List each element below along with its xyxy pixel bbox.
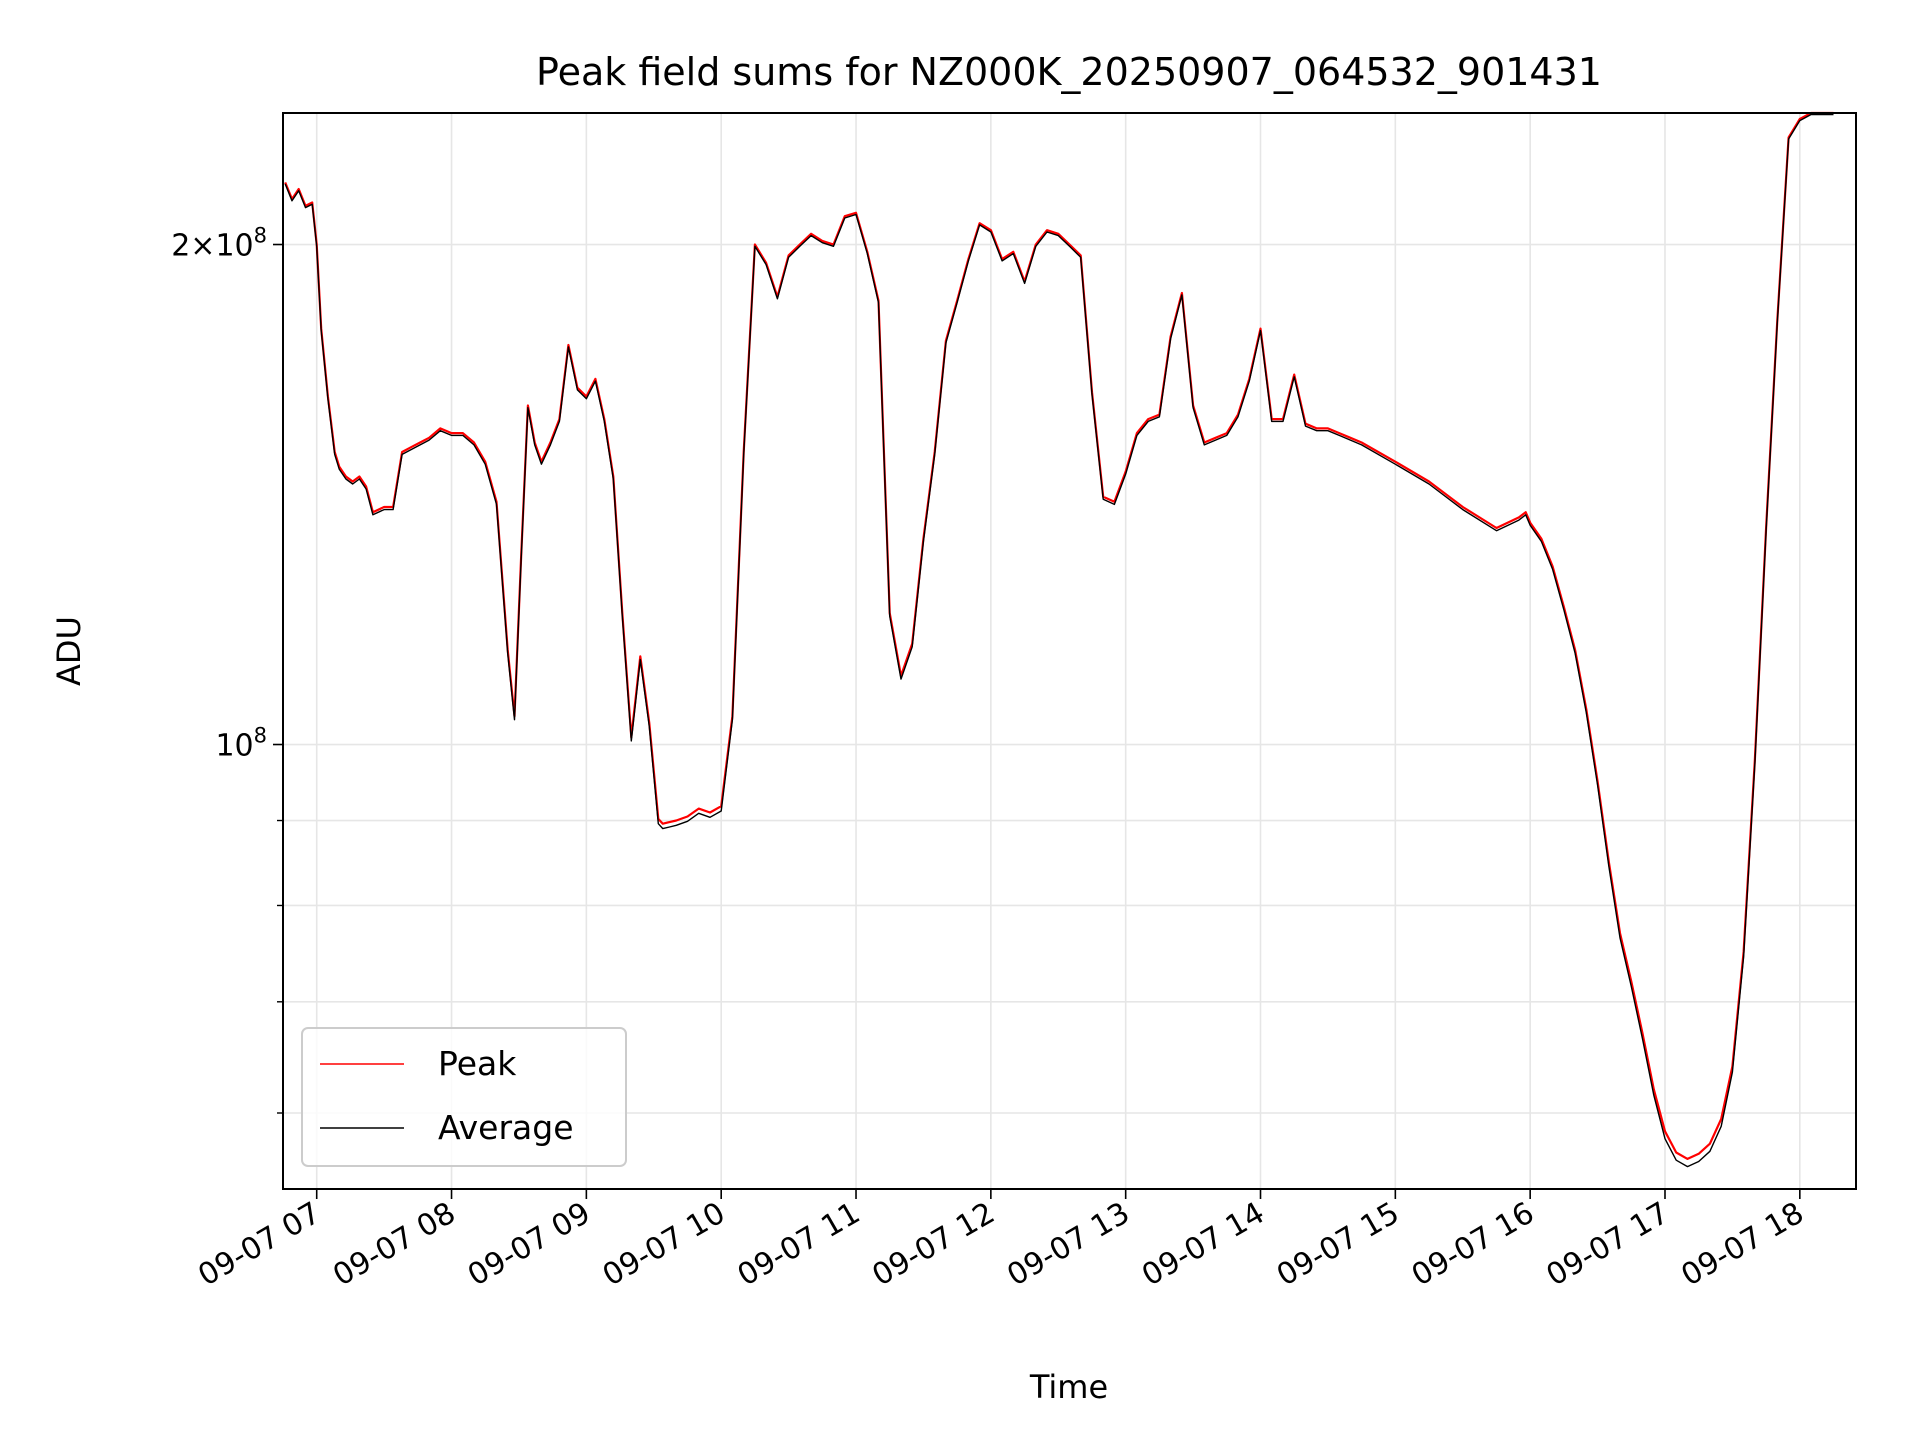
y-axis-title: ADU [50,616,88,686]
chart-title: Peak field sums for NZ000K_20250907_0645… [536,50,1602,94]
x-tick-label: 09-07 10 [597,1196,731,1294]
x-tick-label: 09-07 11 [732,1196,866,1294]
x-tick-label: 09-07 12 [867,1196,1001,1294]
x-tick-label: 09-07 15 [1271,1196,1405,1294]
x-tick-label: 09-07 09 [462,1196,596,1294]
y-axis-ticks: 108 2×108 [171,224,283,1114]
legend-label-average: Average [438,1108,574,1147]
x-tick-label: 09-07 18 [1676,1196,1810,1294]
legend-label-peak: Peak [438,1044,517,1083]
y-tick-label: 108 [215,724,267,764]
plot-background [283,113,1856,1189]
legend: Peak Average [301,1027,627,1167]
x-tick-label: 09-07 14 [1136,1196,1270,1294]
plot-frame [282,112,1857,1190]
series-line-average [284,113,1834,1168]
x-tick-label: 09-07 16 [1406,1196,1540,1294]
y-tick-label: 2×108 [171,224,267,264]
x-axis-ticks: 09-07 07 09-07 08 09-07 09 09-07 10 09-07 11… [192,1189,1810,1294]
series-lines [284,111,1834,1168]
x-tick-label: 09-07 17 [1541,1196,1675,1294]
x-tick-label: 09-07 08 [327,1196,461,1294]
x-tick-label: 09-07 13 [1001,1196,1135,1294]
legend-box [301,1027,627,1167]
x-axis-title: Time [1029,1368,1108,1406]
grid-lines [283,113,1856,1189]
x-tick-label: 09-07 07 [192,1196,326,1294]
